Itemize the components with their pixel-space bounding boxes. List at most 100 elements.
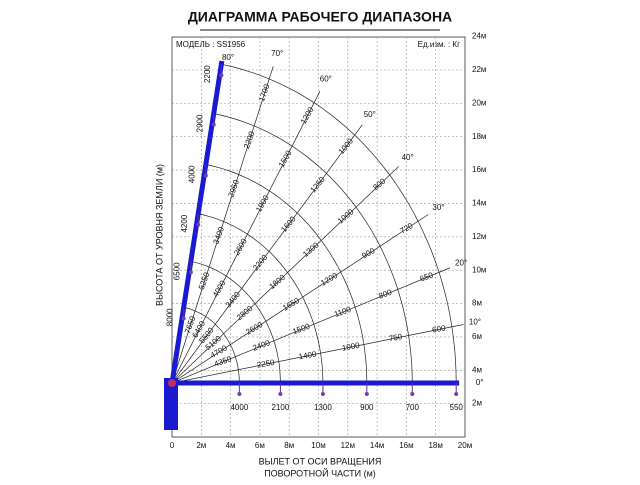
load-label: 1200 [319, 271, 339, 288]
x-tick-label: 14м [370, 441, 384, 450]
hook [181, 316, 186, 321]
load-label: 1000 [341, 341, 361, 353]
load-label: 2600 [244, 320, 264, 337]
load-label: 1000 [337, 136, 356, 156]
y-tick-label: 20м [472, 98, 486, 107]
load-label: 1500 [277, 148, 294, 168]
angle-label: 50° [364, 110, 376, 119]
x-tick-label: 0 [170, 441, 175, 450]
load-label: 8000 [165, 308, 174, 326]
y-tick-label: 10м [472, 265, 486, 274]
hook [211, 122, 216, 127]
angle-line [171, 166, 399, 384]
load-label: 1300 [314, 403, 332, 412]
angle-line [171, 267, 451, 384]
x-tick-label: 20м [458, 441, 472, 450]
load-label: 720 [398, 221, 415, 236]
angle-label: 0° [476, 378, 484, 387]
y-tick-label: 14м [472, 199, 486, 208]
load-label: 2400 [251, 338, 271, 353]
crane-base [164, 378, 178, 430]
load-label: 750 [388, 332, 403, 343]
angle-label: 20° [455, 258, 467, 267]
model: МОДЕЛЬ : SS1956 [176, 40, 246, 49]
load-label: 4000 [187, 165, 196, 183]
x-tick-label: 18м [428, 441, 442, 450]
crane-pivot [168, 379, 176, 387]
units: Ед.изм. : Кг [418, 40, 460, 49]
x-axis-label: ПОВОРОТНОЙ ЧАСТИ (м) [264, 467, 376, 478]
angle-line [171, 124, 363, 384]
load-label: 2600 [232, 237, 249, 257]
load-label: 700 [406, 403, 420, 412]
y-axis-label: ВЫСОТА ОТ УРОВНЯ ЗЕМЛИ (м) [154, 164, 164, 306]
y-tick-label: 2м [472, 399, 482, 408]
angle-label: 10° [469, 317, 481, 326]
angle-line [171, 66, 274, 384]
x-tick-label: 8м [284, 441, 294, 450]
load-label: 1400 [298, 349, 318, 361]
load-label: 3400 [211, 225, 226, 245]
y-tick-label: 8м [472, 299, 482, 308]
y-tick-label: 18м [472, 132, 486, 141]
hook [196, 222, 201, 227]
y-tick-label: 22м [472, 65, 486, 74]
title: ДИАГРАММА РАБОЧЕГО ДИАПАЗОНА [188, 9, 452, 25]
hook [219, 73, 224, 78]
angle-label: 40° [402, 153, 414, 162]
y-tick-label: 16м [472, 165, 486, 174]
hook [320, 392, 325, 396]
x-tick-label: 4м [226, 441, 236, 450]
hook [454, 392, 459, 396]
load-label: 2200 [242, 129, 257, 149]
load-label: 2900 [195, 114, 204, 132]
load-label: 800 [377, 287, 393, 300]
load-label: 4200 [180, 214, 189, 232]
load-label: 1200 [299, 105, 316, 125]
load-label: 3400 [224, 290, 243, 310]
load-label: 2250 [256, 358, 276, 370]
load-label: 4000 [230, 403, 248, 412]
load-label: 1500 [291, 322, 311, 337]
y-tick-label: 24м [472, 32, 486, 41]
load-label: 2950 [226, 178, 241, 198]
hook [278, 392, 283, 396]
load-label: 4000 [211, 278, 228, 298]
hook [203, 173, 208, 178]
angle-line [171, 214, 429, 384]
load-label: 650 [419, 270, 435, 283]
x-tick-label: 12м [341, 441, 355, 450]
x-tick-label: 2м [196, 441, 206, 450]
angle-label: 30° [432, 203, 444, 212]
y-tick-label: 12м [472, 232, 486, 241]
load-label: 600 [431, 323, 446, 334]
load-label: 2200 [251, 252, 270, 272]
load-label: 1600 [279, 214, 298, 234]
angle-label: 60° [320, 75, 332, 84]
load-label: 1100 [333, 305, 353, 320]
y-tick-label: 6м [472, 332, 482, 341]
load-label: 6500 [172, 262, 181, 280]
hook [237, 392, 242, 396]
x-tick-label: 10м [311, 441, 325, 450]
hook [410, 392, 415, 396]
load-label: 1250 [308, 175, 327, 195]
load-label: 5250 [197, 271, 212, 291]
load-label: 2100 [272, 403, 290, 412]
angle-label: 70° [271, 49, 283, 58]
load-label: 1700 [257, 82, 272, 102]
angle-label: 80° [222, 53, 234, 62]
x-tick-label: 6м [255, 441, 265, 450]
load-label: 2200 [203, 65, 212, 83]
angle-line [171, 324, 464, 384]
hook [364, 392, 369, 396]
load-label: 550 [450, 403, 464, 412]
x-tick-label: 16м [399, 441, 413, 450]
angle-line [171, 91, 321, 384]
load-label: 1650 [281, 296, 301, 313]
load-label: 900 [360, 246, 377, 261]
hook [188, 270, 193, 275]
x-axis-label: ВЫЛЕТ ОТ ОСИ ВРАЩЕНИЯ [259, 456, 382, 466]
load-label: 900 [360, 403, 374, 412]
